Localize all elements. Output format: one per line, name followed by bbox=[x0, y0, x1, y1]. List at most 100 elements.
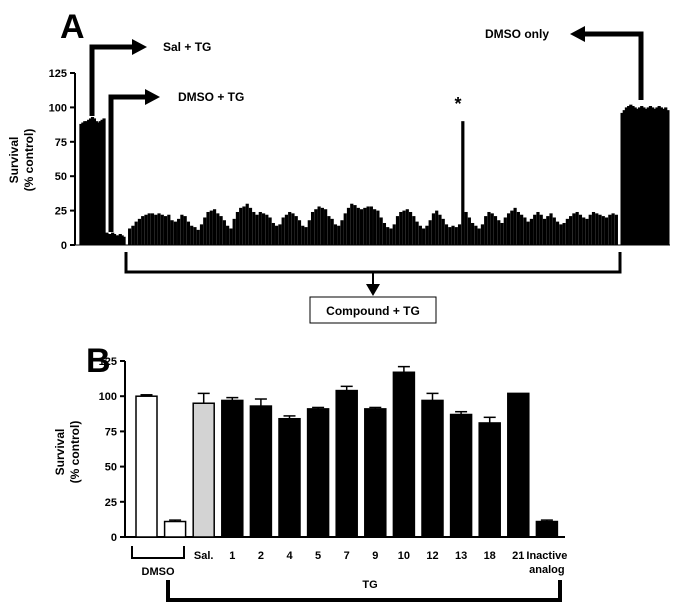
panel-a-bar bbox=[582, 217, 586, 245]
panel-a-bar bbox=[441, 218, 445, 245]
panel-a-bar bbox=[122, 236, 126, 245]
panel-a-bar bbox=[444, 224, 449, 245]
panel-b-ylabel-line-2: (% control) bbox=[68, 421, 82, 484]
panel-a-bar bbox=[255, 214, 259, 245]
panel-b-bar bbox=[449, 413, 473, 538]
panel-a-bar bbox=[107, 233, 111, 245]
panel-a-bar bbox=[510, 210, 514, 245]
panel-a-bar bbox=[173, 221, 177, 245]
panel-a-bar bbox=[83, 121, 87, 245]
panel-b-tick-label: 0 bbox=[111, 532, 117, 544]
panel-a-bar bbox=[170, 220, 174, 245]
panel-a-bar bbox=[373, 209, 377, 245]
panel-a-bar bbox=[503, 217, 507, 245]
panel-b-category-label: Sal. bbox=[194, 550, 214, 562]
panel-a-bar bbox=[633, 107, 637, 246]
panel-a-bar bbox=[310, 211, 315, 245]
panel-b-category-labels: Sal. 1 2 4 5 7 9 10 12 13 18 21 Inactive analog bbox=[194, 550, 567, 576]
panel-a-bar bbox=[100, 119, 104, 245]
compound-bracket bbox=[124, 252, 622, 274]
panel-b-category-label: 9 bbox=[372, 550, 378, 562]
panel-a-bar bbox=[98, 121, 102, 245]
panel-a-bar bbox=[167, 214, 171, 245]
panel-a-bar bbox=[327, 216, 331, 245]
dmso-bracket bbox=[131, 546, 185, 559]
panel-a-bar bbox=[382, 222, 387, 245]
panel-a-bar bbox=[474, 225, 478, 245]
panel-a-bar bbox=[565, 218, 569, 245]
panel-a-bar bbox=[608, 214, 612, 245]
panel-a-bar bbox=[575, 211, 579, 245]
panel-a-bar bbox=[451, 225, 455, 245]
panel-b-tick-label: 25 bbox=[105, 497, 117, 509]
panel-a-bar bbox=[666, 110, 670, 246]
panel-a-bar bbox=[350, 203, 354, 245]
panel-a-bar bbox=[87, 119, 91, 245]
compound-arrowhead bbox=[366, 284, 380, 296]
panel-b-category-label: 7 bbox=[344, 550, 350, 562]
panel-a-bar bbox=[258, 211, 262, 245]
panel-a-bar bbox=[116, 235, 120, 245]
panel-a-bar bbox=[497, 220, 501, 245]
panel-a-bar bbox=[229, 228, 233, 245]
panel-a-bar bbox=[120, 235, 124, 245]
panel-a-bar bbox=[79, 123, 83, 245]
panel-a-bar bbox=[405, 209, 409, 245]
panel-a-bar bbox=[343, 213, 347, 245]
panel-a-bar bbox=[464, 211, 468, 245]
panel-a-letter: A bbox=[60, 8, 85, 46]
panel-a-bar bbox=[529, 218, 534, 245]
panel-b-tick-label: 100 bbox=[99, 391, 117, 403]
panel-a-tick-label: 75 bbox=[55, 137, 67, 149]
panel-b-category-label: 21 bbox=[512, 550, 524, 562]
panel-a-bar bbox=[112, 233, 117, 245]
panel-a-bar bbox=[651, 107, 655, 246]
panel-a-bar bbox=[431, 213, 436, 245]
sal-tg-label: Sal + TG bbox=[163, 40, 211, 54]
panel-b-category-label: 4 bbox=[286, 550, 293, 562]
panel-a-bar bbox=[611, 213, 615, 245]
panel-a-bar bbox=[622, 110, 626, 246]
panel-a-bar bbox=[399, 211, 403, 245]
panel-a-bar bbox=[408, 211, 413, 245]
panel-b-tick-label: 125 bbox=[99, 356, 117, 368]
panel-a-bar bbox=[346, 207, 351, 245]
panel-a-bar bbox=[487, 211, 491, 245]
panel-a-bar bbox=[461, 121, 465, 245]
panel-a-bar bbox=[102, 118, 106, 245]
panel-a-bar bbox=[212, 209, 217, 245]
panel-a-y-axis: 0 25 50 75 100 125 bbox=[49, 68, 76, 252]
panel-a-bar bbox=[203, 217, 207, 245]
panel-a-bar bbox=[484, 216, 488, 245]
panel-a-bar bbox=[353, 205, 357, 245]
panel-a-bar bbox=[330, 218, 334, 245]
panel-a-bar bbox=[536, 211, 540, 245]
panel-a-bar bbox=[562, 222, 566, 245]
panel-a-bar bbox=[653, 108, 657, 245]
panel-a-bar bbox=[90, 117, 95, 245]
panel-a-bar bbox=[648, 106, 653, 246]
panel-a-bar bbox=[271, 222, 275, 245]
panel-a-bar bbox=[569, 216, 573, 245]
panel-a-bar bbox=[454, 227, 458, 245]
panel-a-bar bbox=[193, 227, 197, 245]
panel-a-bar bbox=[614, 214, 618, 245]
panel-a-bar bbox=[314, 209, 318, 245]
panel-a-bar bbox=[412, 216, 416, 245]
panel-a-bar bbox=[294, 216, 298, 245]
dmso-only-label: DMSO only bbox=[485, 27, 549, 41]
panel-b-bar bbox=[278, 417, 301, 538]
panel-b-category-label: 1 bbox=[229, 550, 235, 562]
panel-a-bar bbox=[588, 214, 592, 245]
panel-a-bar bbox=[624, 107, 629, 246]
panel-b-category-label: 10 bbox=[398, 550, 410, 562]
panel-a-bar bbox=[631, 106, 635, 246]
panel-b-bar bbox=[507, 392, 530, 538]
panel-a-tick-label: 0 bbox=[61, 240, 67, 252]
panel-a-bar bbox=[627, 106, 631, 246]
panel-b-y-axis: 0 25 50 75 100 125 bbox=[99, 356, 126, 544]
panel-a-bar bbox=[147, 213, 151, 245]
dmso-tg-label: DMSO + TG bbox=[178, 90, 244, 104]
panel-a-bar bbox=[278, 224, 282, 245]
